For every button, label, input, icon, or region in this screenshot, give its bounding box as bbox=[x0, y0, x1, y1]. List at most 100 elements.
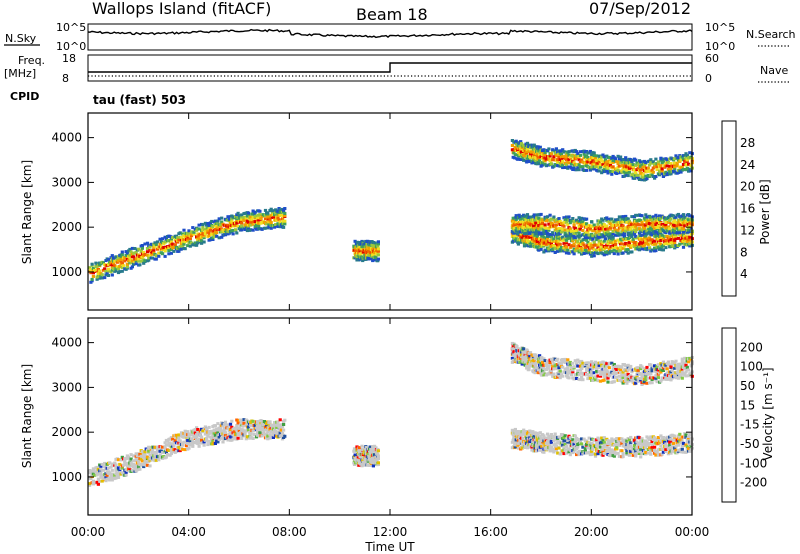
echo-cell bbox=[538, 438, 542, 442]
echo-cell bbox=[625, 250, 629, 254]
echo-cell bbox=[563, 228, 567, 232]
echo-cell bbox=[563, 434, 567, 438]
echo-cell bbox=[552, 362, 556, 366]
echo-cell bbox=[620, 242, 624, 246]
echo-cell bbox=[104, 269, 108, 273]
echo-cell bbox=[673, 167, 677, 171]
power-panel-frame bbox=[87, 112, 693, 311]
echo-cell bbox=[114, 269, 118, 273]
echo-cell bbox=[118, 265, 122, 268]
echo-cell bbox=[610, 239, 614, 243]
echo-cell bbox=[540, 224, 544, 228]
echo-cell bbox=[192, 232, 196, 236]
echo-cell bbox=[280, 425, 285, 429]
echo-cell bbox=[267, 222, 271, 226]
echo-cell bbox=[376, 454, 380, 458]
echo-cell bbox=[621, 455, 625, 459]
echo-cell bbox=[535, 159, 539, 163]
echo-cell bbox=[515, 223, 519, 227]
echo-cell bbox=[116, 466, 121, 470]
echo-cell bbox=[631, 163, 635, 167]
echo-cell bbox=[585, 233, 589, 237]
echo-cell bbox=[661, 224, 665, 228]
echo-cell bbox=[598, 235, 603, 239]
echo-cell bbox=[548, 213, 552, 217]
echo-cell bbox=[567, 153, 571, 157]
echo-cell bbox=[538, 431, 542, 435]
echo-cell bbox=[639, 439, 643, 443]
echo-cell bbox=[605, 231, 609, 235]
echo-cell bbox=[543, 232, 547, 235]
echo-cell bbox=[528, 351, 533, 355]
echo-cell bbox=[278, 208, 282, 212]
echo-cell bbox=[173, 448, 177, 452]
echo-cell bbox=[645, 169, 649, 173]
echo-cell bbox=[137, 257, 141, 261]
echo-cell bbox=[525, 141, 530, 145]
echo-cell bbox=[678, 432, 682, 436]
echo-cell bbox=[602, 441, 606, 445]
echo-cell bbox=[274, 223, 278, 226]
echo-cell bbox=[196, 241, 200, 245]
echo-cell bbox=[257, 224, 261, 228]
echo-cell bbox=[637, 242, 642, 246]
echo-cell bbox=[685, 440, 689, 444]
echo-cell bbox=[567, 251, 571, 255]
echo-cell bbox=[573, 249, 577, 253]
echo-cell bbox=[198, 232, 202, 236]
echo-cell bbox=[152, 248, 156, 252]
echo-cell bbox=[689, 169, 693, 173]
echo-cell bbox=[228, 221, 233, 225]
echo-cell bbox=[243, 431, 247, 435]
echo-cell bbox=[546, 215, 550, 219]
echo-cell bbox=[614, 233, 618, 237]
echo-cell bbox=[231, 232, 235, 236]
echo-cell bbox=[129, 250, 133, 254]
echo-cell bbox=[658, 169, 662, 173]
echo-cell bbox=[148, 245, 152, 249]
echo-cell bbox=[513, 219, 517, 223]
echo-cell bbox=[582, 169, 586, 172]
echo-cell bbox=[665, 235, 669, 238]
echo-cell bbox=[125, 257, 129, 261]
echo-cell bbox=[641, 238, 645, 242]
echo-cell bbox=[258, 209, 262, 213]
echo-cell bbox=[567, 450, 571, 454]
echo-cell bbox=[659, 231, 663, 235]
echo-cell bbox=[556, 451, 560, 455]
echo-cell bbox=[620, 226, 624, 230]
echo-cell bbox=[551, 232, 555, 236]
echo-cell bbox=[607, 446, 611, 450]
echo-cell bbox=[608, 222, 613, 226]
echo-cell bbox=[147, 449, 151, 453]
echo-cell bbox=[573, 434, 577, 438]
echo-cell bbox=[552, 218, 556, 222]
echo-cell bbox=[183, 429, 187, 433]
echo-cell bbox=[656, 436, 660, 439]
echo-cell bbox=[622, 244, 626, 248]
echo-cell bbox=[203, 432, 207, 436]
echo-cell bbox=[598, 248, 603, 252]
echo-cell bbox=[590, 254, 594, 258]
echo-cell bbox=[543, 444, 547, 448]
echo-cell bbox=[198, 237, 202, 241]
echo-cell bbox=[371, 445, 375, 448]
echo-cell bbox=[256, 420, 260, 423]
echo-cell bbox=[644, 446, 648, 450]
echo-cell bbox=[532, 143, 536, 147]
echo-cell bbox=[140, 450, 144, 454]
echo-cell bbox=[610, 249, 614, 253]
echo-cell bbox=[561, 148, 565, 152]
echo-cell bbox=[557, 239, 561, 243]
echo-cell bbox=[135, 454, 139, 458]
echo-cell bbox=[585, 238, 589, 242]
power-echoes bbox=[88, 139, 694, 284]
echo-cell bbox=[637, 449, 642, 453]
echo-cell bbox=[251, 419, 255, 423]
echo-cell bbox=[544, 164, 548, 168]
echo-cell bbox=[666, 225, 670, 229]
echo-cell bbox=[644, 451, 648, 454]
echo-cell bbox=[535, 237, 539, 241]
echo-cell bbox=[590, 452, 594, 456]
echo-cell bbox=[671, 438, 676, 442]
